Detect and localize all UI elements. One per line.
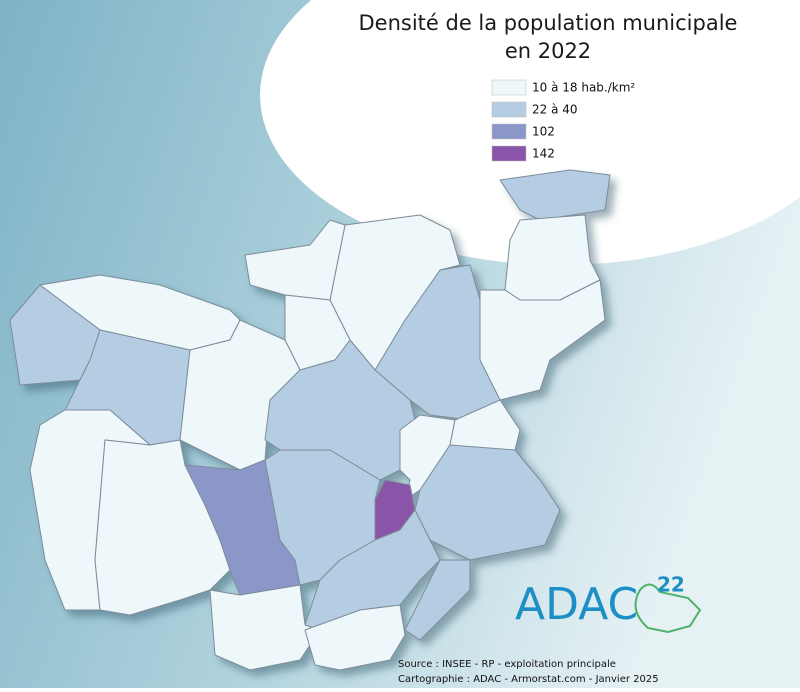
title-panel (260, 0, 800, 265)
commune (244, 219, 346, 301)
commune (414, 444, 561, 561)
commune (304, 604, 406, 671)
legend-swatch (491, 123, 527, 140)
legend: 10 à 18 hab./km² 22 à 40 102 142 (491, 79, 635, 162)
legend-label: 102 (532, 125, 555, 139)
communes (9, 169, 611, 671)
source: Cartographie : ADAC - Armorstat.com - Ja… (398, 674, 659, 685)
logo-number: 22 (657, 573, 685, 597)
title: en 2022 (505, 39, 591, 63)
title: Densité de la population municipale (359, 11, 738, 35)
legend-swatch (491, 101, 527, 118)
logo-text: ADAC (515, 579, 638, 630)
legend-swatch (491, 145, 527, 162)
commune (499, 169, 611, 221)
source: Source : INSEE - RP - exploitation princ… (398, 659, 616, 670)
logo-outline (634, 583, 702, 634)
legend-label: 22 à 40 (532, 103, 578, 117)
commune (404, 559, 471, 641)
legend-label: 142 (532, 147, 555, 161)
legend-swatch (491, 79, 527, 96)
legend-label: 10 à 18 hab./km² (532, 81, 635, 95)
